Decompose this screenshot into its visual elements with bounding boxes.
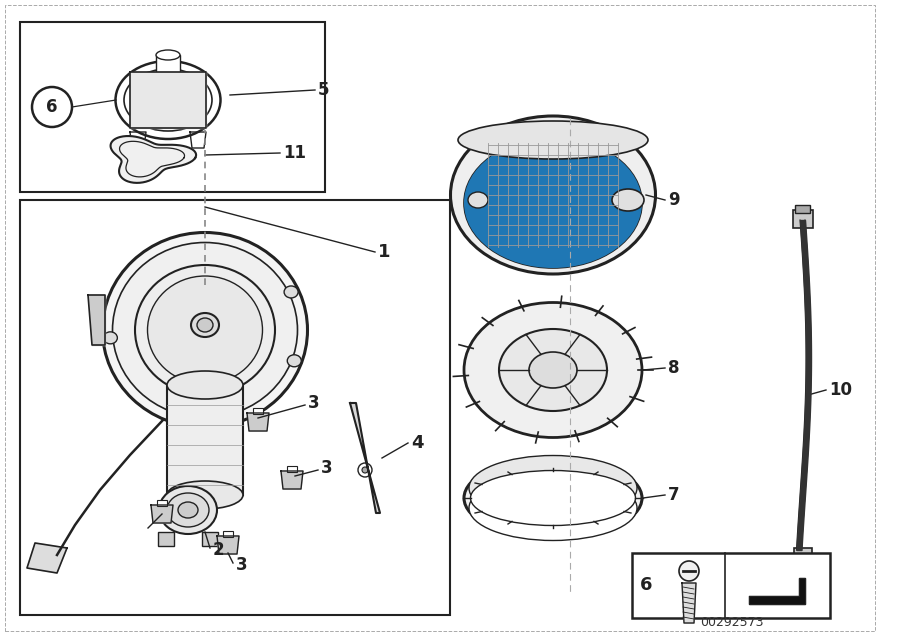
Bar	[157, 500, 167, 506]
Bar	[167, 385, 243, 495]
Text: 6: 6	[46, 98, 58, 116]
Ellipse shape	[451, 116, 655, 274]
Bar	[20, 22, 325, 192]
Ellipse shape	[287, 355, 302, 367]
Text: 8: 8	[668, 359, 680, 377]
Text: 00292573: 00292573	[700, 616, 763, 628]
Bar	[253, 408, 263, 414]
Circle shape	[178, 85, 188, 95]
Bar	[795, 205, 810, 213]
Text: 2: 2	[213, 541, 225, 559]
Circle shape	[32, 87, 72, 127]
Ellipse shape	[135, 265, 275, 395]
Circle shape	[148, 85, 158, 95]
Circle shape	[178, 105, 188, 115]
Ellipse shape	[464, 303, 642, 438]
Circle shape	[148, 105, 158, 115]
Ellipse shape	[103, 233, 308, 427]
Bar	[632, 553, 830, 618]
Text: 7: 7	[668, 486, 680, 504]
Text: 3: 3	[321, 459, 333, 477]
Ellipse shape	[464, 138, 642, 268]
Polygon shape	[88, 295, 105, 345]
Ellipse shape	[156, 50, 180, 60]
Text: 10: 10	[829, 381, 852, 399]
Text: 6: 6	[640, 576, 652, 594]
Bar	[156, 55, 180, 75]
Ellipse shape	[469, 455, 637, 520]
Polygon shape	[27, 543, 67, 573]
Ellipse shape	[178, 502, 198, 518]
Ellipse shape	[458, 121, 648, 159]
Polygon shape	[151, 505, 173, 523]
Polygon shape	[247, 413, 269, 431]
Circle shape	[679, 561, 699, 581]
Polygon shape	[682, 583, 696, 623]
Bar	[158, 532, 174, 546]
Circle shape	[362, 467, 368, 473]
Ellipse shape	[112, 242, 298, 417]
Polygon shape	[281, 471, 303, 489]
Ellipse shape	[612, 189, 644, 211]
Ellipse shape	[197, 318, 213, 332]
Ellipse shape	[191, 313, 219, 337]
Text: 3: 3	[236, 556, 248, 574]
Ellipse shape	[124, 69, 212, 131]
Bar	[20, 200, 450, 615]
Polygon shape	[217, 536, 239, 554]
Polygon shape	[749, 578, 805, 604]
Ellipse shape	[104, 332, 117, 344]
Polygon shape	[111, 136, 196, 183]
Ellipse shape	[464, 458, 642, 538]
Bar	[223, 531, 233, 537]
Ellipse shape	[471, 471, 635, 525]
Ellipse shape	[468, 192, 488, 208]
Ellipse shape	[167, 493, 209, 527]
Ellipse shape	[159, 486, 217, 534]
Ellipse shape	[284, 286, 298, 298]
Ellipse shape	[148, 276, 263, 384]
Ellipse shape	[115, 61, 220, 139]
Ellipse shape	[464, 138, 642, 268]
Circle shape	[163, 105, 173, 115]
Bar	[793, 210, 813, 228]
Ellipse shape	[167, 481, 243, 509]
Ellipse shape	[529, 352, 577, 388]
Ellipse shape	[499, 329, 607, 411]
Text: 9: 9	[668, 191, 680, 209]
Text: 5: 5	[318, 81, 329, 99]
Polygon shape	[130, 72, 206, 128]
Bar	[202, 532, 218, 546]
Ellipse shape	[167, 371, 243, 399]
Circle shape	[358, 463, 372, 477]
Bar	[287, 466, 297, 472]
Polygon shape	[350, 403, 380, 513]
Ellipse shape	[469, 476, 637, 541]
Text: 4: 4	[411, 434, 424, 452]
Text: 11: 11	[283, 144, 306, 162]
Text: 1: 1	[378, 243, 391, 261]
Text: 3: 3	[308, 394, 320, 412]
Bar	[794, 548, 812, 560]
